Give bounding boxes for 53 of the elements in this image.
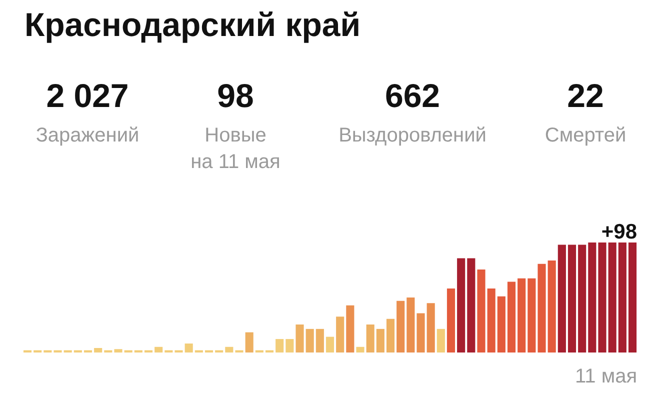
- bar: [598, 242, 606, 352]
- bar: [477, 269, 486, 352]
- bar: [225, 346, 234, 352]
- bar: [296, 324, 304, 352]
- bar: [467, 258, 476, 352]
- bar: [628, 242, 637, 352]
- bar: [487, 288, 496, 352]
- bar: [356, 346, 364, 352]
- bar: [416, 313, 425, 352]
- text: 2 027: [46, 77, 129, 114]
- text: Новые на 11 мая: [190, 124, 280, 173]
- bar: [184, 344, 193, 352]
- bar: [396, 300, 405, 352]
- bar: [548, 260, 556, 352]
- bar: [366, 324, 374, 352]
- bar: [608, 242, 616, 352]
- bar: [346, 305, 354, 352]
- text: 662: [384, 77, 440, 114]
- text: 11 мая: [575, 366, 638, 388]
- bar: [578, 244, 586, 352]
- bar: [376, 328, 384, 352]
- chart-title: Краснодарский край: [24, 6, 361, 43]
- data-label: +98: [601, 220, 638, 244]
- text: 22: [567, 77, 604, 114]
- bar: [528, 278, 536, 352]
- bar: [568, 244, 576, 352]
- bar: [426, 303, 435, 352]
- bar: [618, 242, 626, 352]
- bar: [114, 349, 122, 352]
- bar: [406, 298, 415, 352]
- bar: [386, 318, 395, 352]
- bar: [457, 258, 466, 352]
- bar: [154, 346, 163, 352]
- bar: [94, 348, 102, 352]
- bar: [518, 278, 526, 352]
- bar: [507, 282, 516, 352]
- bar: [306, 328, 314, 352]
- bar: [558, 244, 566, 352]
- bar: [336, 316, 344, 352]
- bar: [286, 339, 294, 352]
- text: Выздоровлений: [338, 124, 486, 146]
- bar: [276, 339, 284, 352]
- bar: [316, 328, 324, 352]
- bar: [245, 332, 254, 352]
- bar: [588, 242, 596, 352]
- bar: [436, 328, 445, 352]
- text: Смертей: [544, 124, 626, 146]
- bar: [497, 296, 506, 352]
- text: Заражений: [36, 124, 140, 146]
- text: 98: [217, 77, 254, 114]
- bar: [326, 336, 334, 352]
- bar: [446, 288, 456, 352]
- bar: [538, 264, 546, 352]
